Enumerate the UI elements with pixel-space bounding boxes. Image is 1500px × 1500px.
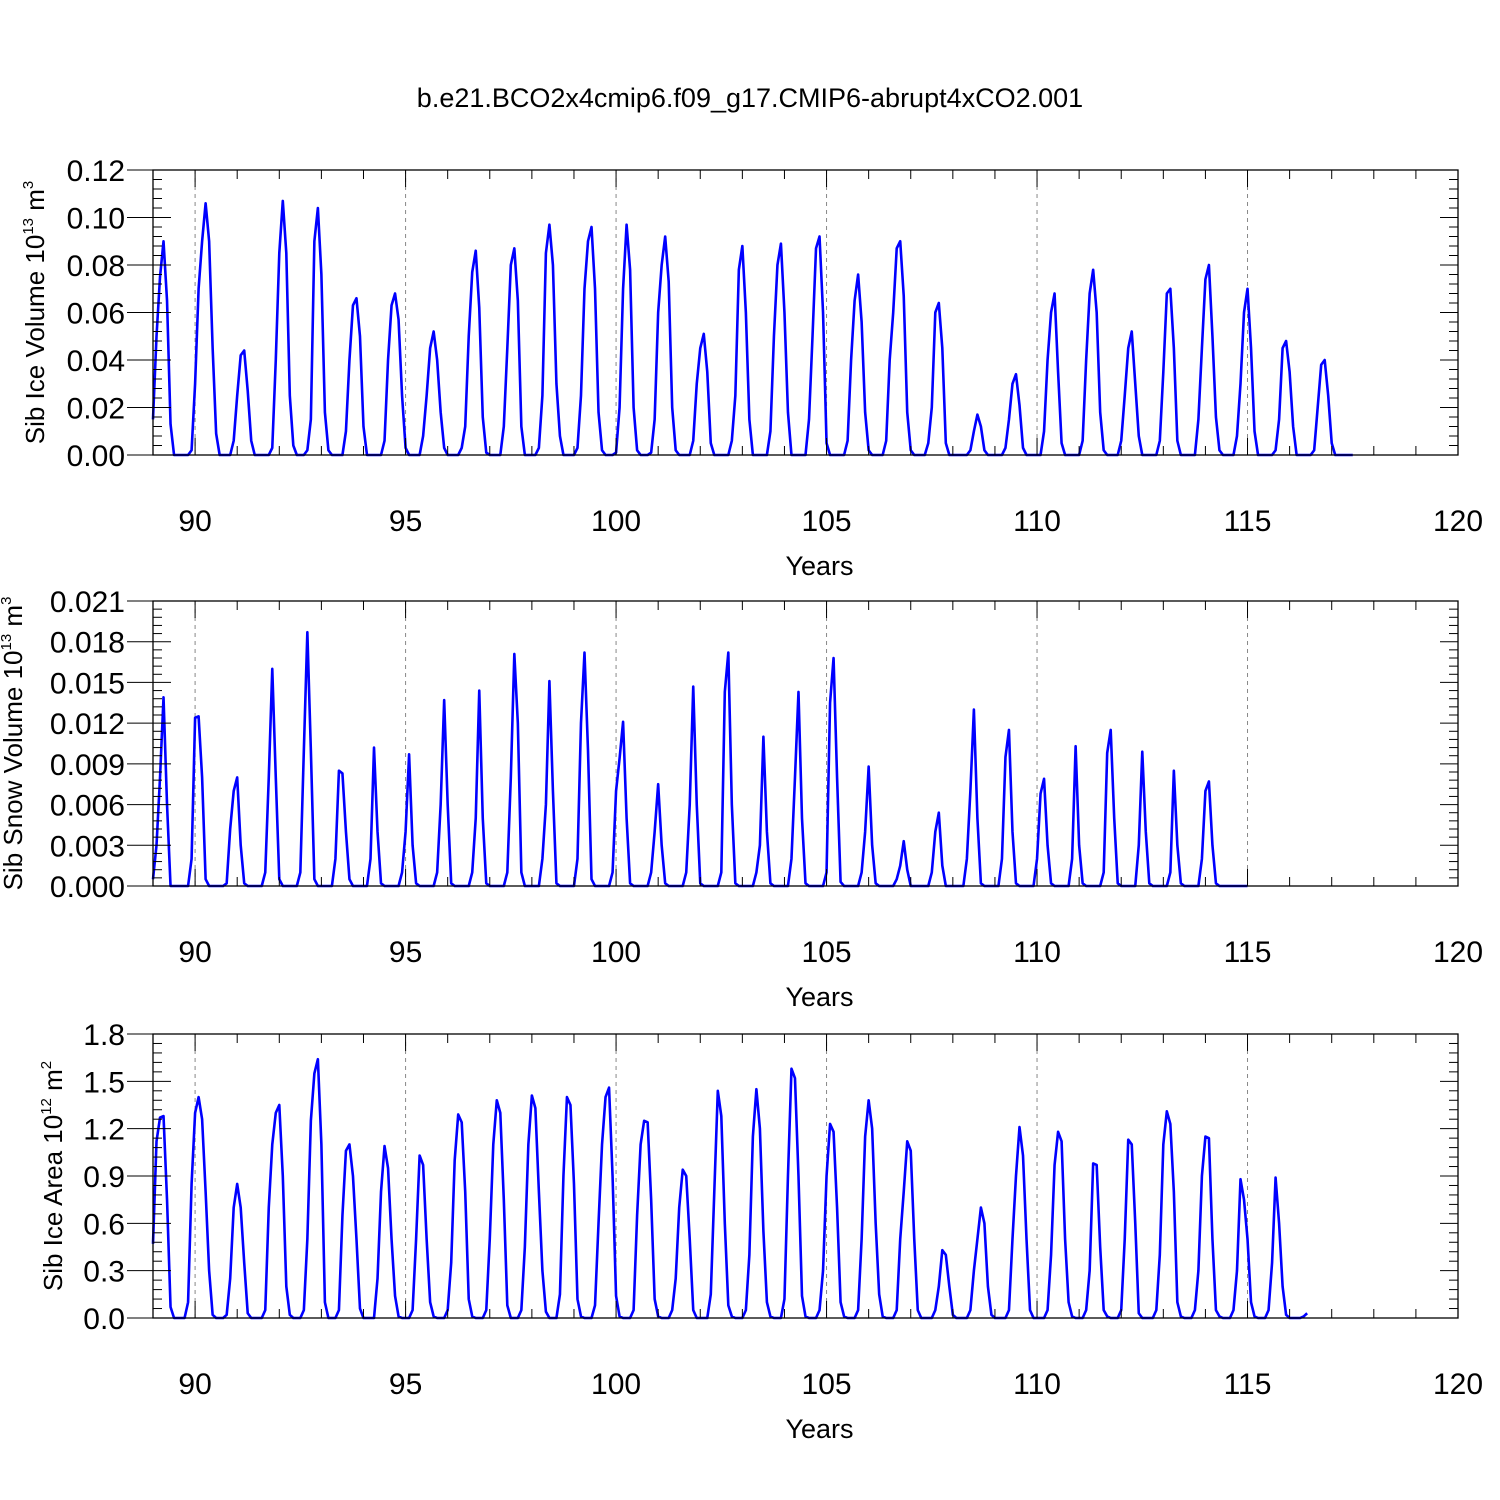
y-tick-label: 0.10 <box>67 203 125 236</box>
x-tick-label: 105 <box>802 1368 852 1401</box>
x-tick-label: 95 <box>389 936 422 969</box>
y-tick-label: 0.021 <box>50 586 125 619</box>
plot-frame <box>152 1033 1459 1319</box>
y-tick-label: 0.00 <box>67 440 125 473</box>
y-tick-label: 0.015 <box>50 667 125 700</box>
x-tick-label: 100 <box>591 1368 641 1401</box>
chart-panel-1: 0.00 0.02 0.04 0.06 0.08 0.10 0.12 90 95 100 105 11… <box>20 155 1483 581</box>
y-axis-label: Sib Ice Volume 1013 m3 <box>20 181 50 445</box>
y-axis-label: Sib Snow Volume 1013 m3 <box>0 597 28 891</box>
x-tick-label: 120 <box>1433 505 1483 538</box>
x-tick-label: 110 <box>1013 505 1061 538</box>
x-tick-label: 115 <box>1224 1368 1272 1401</box>
x-tick-label: 105 <box>802 936 852 969</box>
series-line-1 <box>151 630 1248 888</box>
y-tick-label: 0.012 <box>50 708 125 741</box>
x-tick-label: 95 <box>389 1368 422 1401</box>
x-axis-label: Years <box>785 1414 853 1444</box>
x-axis-label: Years <box>785 982 853 1012</box>
x-tick-label: 110 <box>1013 936 1061 969</box>
x-tick-label: 110 <box>1013 1368 1061 1401</box>
y-tick-label: 0.04 <box>67 345 125 378</box>
x-axis-label: Years <box>785 551 853 581</box>
x-tick-label: 90 <box>178 936 211 969</box>
chart-panel-3: 0.0 0.3 0.6 0.9 1.2 1.5 1.8 90 95 100 105 110 115 120… <box>38 1019 1483 1444</box>
y-tick-label: 1.2 <box>83 1114 125 1147</box>
y-axis-label: Sib Ice Area 1012 m2 <box>38 1061 68 1291</box>
x-tick-label: 90 <box>178 1368 211 1401</box>
y-tick-label: 0.08 <box>67 250 125 283</box>
panels: 0.00 0.02 0.04 0.06 0.08 0.10 0.12 90 95 100 105 11… <box>0 155 1483 1444</box>
y-tick-label: 0.9 <box>83 1161 125 1194</box>
y-tick-label: 0.006 <box>50 790 125 823</box>
y-tick-label: 0.000 <box>50 871 125 904</box>
y-tick-label: 0.003 <box>50 830 125 863</box>
series-line-1 <box>151 199 1353 457</box>
x-tick-label: 115 <box>1224 936 1272 969</box>
x-tick-label: 120 <box>1433 936 1483 969</box>
y-tick-label: 0.6 <box>83 1208 125 1241</box>
y-tick-label: 0.3 <box>83 1256 125 1289</box>
y-tick-label: 0.0 <box>83 1303 125 1336</box>
x-tick-label: 95 <box>389 505 422 538</box>
plot-frame <box>152 600 1459 887</box>
figure-title: b.e21.BCO2x4cmip6.f09_g17.CMIP6-abrupt4x… <box>417 83 1083 113</box>
x-tick-label: 115 <box>1224 505 1272 538</box>
series-line-1 <box>151 1057 1309 1320</box>
x-tick-label: 105 <box>802 505 852 538</box>
x-tick-label: 100 <box>591 505 641 538</box>
x-tick-label: 120 <box>1433 1368 1483 1401</box>
y-tick-label: 1.5 <box>83 1066 125 1099</box>
y-tick-label: 0.009 <box>50 749 125 782</box>
y-tick-label: 0.018 <box>50 627 125 660</box>
x-tick-label: 90 <box>178 505 211 538</box>
y-tick-label: 0.02 <box>67 393 125 426</box>
chart-panel-2: 0.000 0.003 0.006 0.009 0.012 0.015 0.018 0.021… <box>0 586 1483 1012</box>
x-tick-label: 100 <box>591 936 641 969</box>
y-tick-label: 1.8 <box>83 1019 125 1052</box>
plot-frame <box>152 169 1459 456</box>
y-tick-label: 0.06 <box>67 298 125 331</box>
y-tick-label: 0.12 <box>67 155 125 188</box>
